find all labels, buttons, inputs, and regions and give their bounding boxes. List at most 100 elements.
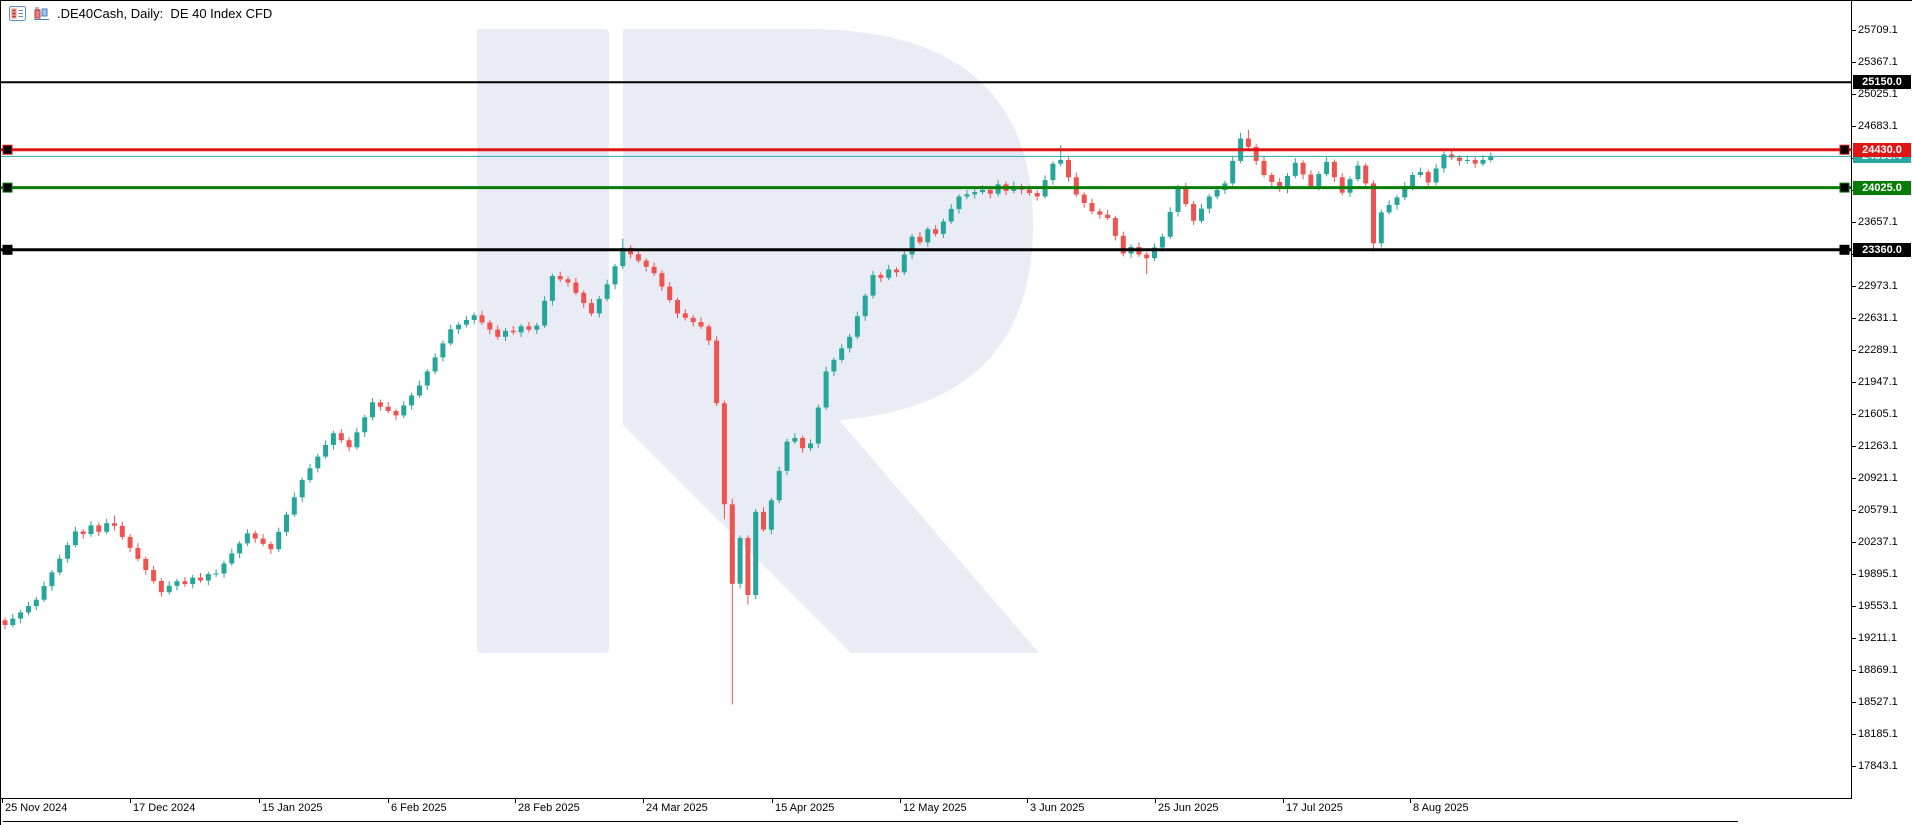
- candle-body: [1026, 189, 1032, 193]
- candle-body: [252, 533, 258, 539]
- candle-body: [18, 612, 24, 619]
- candle-body: [589, 303, 594, 314]
- candle-body: [1339, 177, 1345, 193]
- candle-body: [1386, 204, 1392, 213]
- candle-body: [1316, 174, 1322, 187]
- candle-body: [510, 330, 516, 333]
- y-tick-label: 22289.1: [1858, 344, 1898, 356]
- candle-body: [119, 525, 125, 537]
- candle-body: [651, 266, 657, 274]
- candle-body: [948, 208, 954, 222]
- candle-body: [1175, 187, 1181, 212]
- candle-body: [291, 497, 297, 515]
- candle-body: [1066, 160, 1071, 178]
- x-tick-label: 24 Mar 2025: [646, 802, 708, 814]
- candle-body: [1472, 160, 1478, 164]
- candle-body: [448, 329, 454, 344]
- candle-body: [33, 599, 39, 606]
- candle-body: [940, 221, 946, 234]
- x-tick-label: 8 Aug 2025: [1413, 802, 1469, 814]
- y-tick-label: 19895.1: [1858, 568, 1898, 580]
- candle-body: [1261, 160, 1267, 175]
- candle-body: [573, 282, 579, 293]
- candle-body: [886, 269, 892, 278]
- candle-body: [1152, 247, 1157, 259]
- candle-body: [1105, 214, 1111, 218]
- candle-body: [370, 402, 375, 418]
- candle-body: [10, 618, 16, 625]
- hline-handle[interactable]: [2, 144, 13, 155]
- candle-body: [925, 229, 931, 243]
- y-tick-label: 22973.1: [1858, 280, 1898, 292]
- candle-body: [463, 320, 469, 325]
- candle-body: [753, 511, 759, 595]
- candle-body: [878, 275, 884, 278]
- candle-body: [96, 525, 102, 532]
- candle-body: [635, 254, 641, 261]
- hline-handle[interactable]: [2, 182, 13, 193]
- candle-body: [1308, 174, 1314, 187]
- x-tick-label: 15 Apr 2025: [775, 802, 835, 814]
- candle-body: [964, 194, 970, 197]
- candle-body: [862, 295, 868, 317]
- candle-body: [182, 581, 188, 585]
- candle-body: [72, 531, 78, 546]
- candle-body: [620, 247, 626, 267]
- y-tick-label: 18527.1: [1858, 696, 1898, 708]
- candle-body: [1230, 160, 1236, 184]
- candle-body: [1292, 162, 1298, 176]
- candle-body: [1331, 161, 1337, 178]
- candle-body: [1097, 211, 1103, 215]
- candle-body: [315, 456, 321, 469]
- candle-body: [839, 348, 845, 360]
- candle-body: [956, 196, 962, 209]
- candle-body: [1464, 160, 1470, 161]
- candle-body: [1120, 235, 1126, 254]
- candle-body: [1245, 138, 1251, 147]
- candle-body: [980, 189, 985, 193]
- hline-handle[interactable]: [1839, 244, 1850, 255]
- candle-body: [1324, 161, 1330, 174]
- candle-body: [1050, 163, 1056, 181]
- candle-body: [104, 523, 110, 532]
- candle-body: [26, 606, 31, 613]
- candle-body: [1433, 168, 1439, 183]
- candle-body: [377, 402, 383, 407]
- hline-handle[interactable]: [1839, 182, 1850, 193]
- candle-body: [526, 326, 532, 330]
- x-tick-label: 12 May 2025: [903, 802, 967, 814]
- x-tick-label: 17 Dec 2024: [133, 802, 196, 814]
- candle-body: [1144, 254, 1150, 259]
- candle-body: [557, 276, 563, 280]
- candle-body: [330, 433, 336, 445]
- hline-handle[interactable]: [1839, 144, 1850, 155]
- candle-body: [847, 336, 853, 349]
- y-tick-label: 23657.1: [1858, 216, 1898, 228]
- x-tick-label: 17 Jul 2025: [1286, 802, 1343, 814]
- candle-body: [1285, 175, 1290, 189]
- candle-body: [800, 437, 806, 449]
- candle-body: [260, 538, 266, 544]
- candle-body: [1457, 157, 1462, 161]
- candle-body: [542, 300, 548, 326]
- candle-body: [808, 443, 813, 449]
- candle-body: [1214, 189, 1220, 197]
- candle-body: [1058, 160, 1064, 164]
- candle-body: [831, 359, 837, 372]
- chart-icon: [34, 7, 49, 20]
- candle-body: [706, 326, 712, 341]
- candle-body: [237, 543, 243, 554]
- y-tick-label: 24683.1: [1858, 120, 1898, 132]
- candle-body: [549, 276, 555, 301]
- y-tick-label: 20921.1: [1858, 472, 1898, 484]
- hline-handle[interactable]: [2, 244, 13, 255]
- candle-body: [776, 470, 782, 501]
- price-badge-24430.0: 24430.0: [1853, 142, 1911, 157]
- price-badge-24025.0: 24025.0: [1853, 180, 1911, 195]
- candle-body: [143, 558, 149, 570]
- x-tick-label: 28 Feb 2025: [518, 802, 580, 814]
- candle-body: [737, 538, 743, 584]
- y-tick-label: 22631.1: [1858, 312, 1898, 324]
